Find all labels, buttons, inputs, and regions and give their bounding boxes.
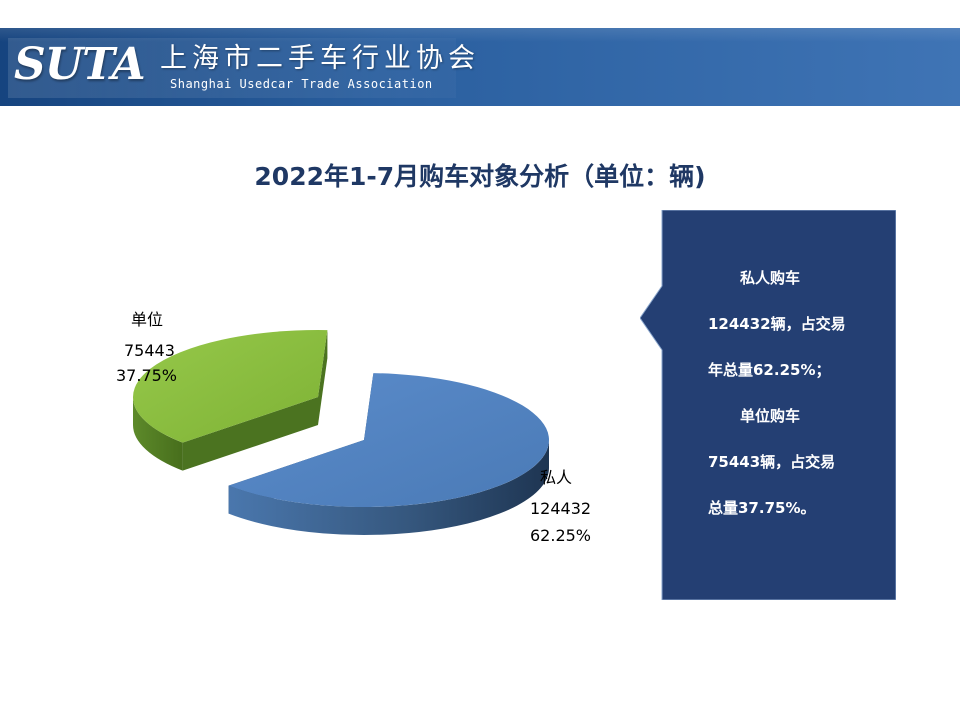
data-label-unit-percent: 37.75% bbox=[116, 366, 177, 385]
pie-slice-unit-side-0 bbox=[133, 397, 183, 471]
data-label-unit-name: 单位 bbox=[131, 310, 163, 329]
data-label-private-value: 124432 bbox=[530, 499, 591, 518]
banner-sheen bbox=[0, 28, 960, 42]
logo-panel bbox=[8, 38, 456, 98]
callout-line-unit-count: 75443辆，占交易 bbox=[708, 453, 836, 471]
org-name-en: Shanghai Usedcar Trade Association bbox=[170, 77, 433, 91]
pie-slice-unit-cut-face-0 bbox=[182, 397, 318, 471]
pie-slice-private-side-0 bbox=[228, 440, 550, 535]
callout-line-unit-share: 总量37.75%。 bbox=[708, 499, 816, 517]
callout-line-private-count: 124432辆，占交易 bbox=[708, 315, 846, 333]
data-label-private-percent: 62.25% bbox=[530, 526, 591, 545]
data-label-private-name: 私人 bbox=[540, 468, 572, 487]
callout-line-private-heading: 私人购车 bbox=[739, 269, 800, 287]
callout-shape bbox=[640, 210, 896, 600]
org-name-cn: 上海市二手车行业协会 bbox=[160, 43, 480, 74]
data-label-unit-value: 75443 bbox=[124, 341, 175, 360]
logo-suta: SUTA bbox=[14, 39, 146, 90]
header-banner: SUTA 上海市二手车行业协会 Shanghai Usedcar Trade A… bbox=[0, 28, 960, 106]
callout-line-private-share: 年总量62.25%； bbox=[708, 361, 831, 379]
callout-box bbox=[640, 210, 896, 600]
callout-text: 私人购车 124432辆，占交易 年总量62.25%； 单位购车 75443辆，… bbox=[662, 260, 892, 536]
chart-title: 2022年1-7月购车对象分析（单位：辆) bbox=[254, 162, 706, 191]
pie-slice-unit bbox=[133, 330, 328, 443]
callout-line-unit-heading: 单位购车 bbox=[739, 407, 800, 425]
pie-slice-unit-cut-face-1 bbox=[318, 330, 328, 425]
pie-slice-private bbox=[228, 373, 549, 507]
